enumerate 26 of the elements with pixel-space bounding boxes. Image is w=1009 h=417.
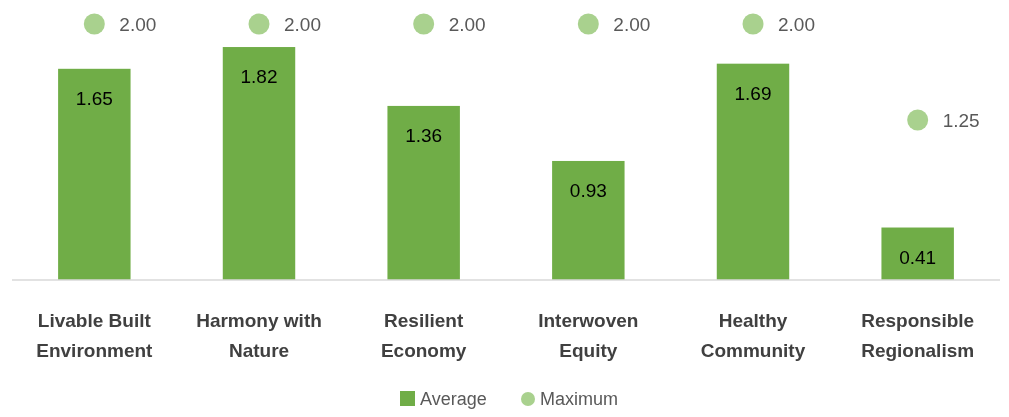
data-label: 0.93 [569, 179, 607, 201]
data-label: 1.69 [734, 82, 772, 104]
legend-label: Average [420, 389, 487, 409]
x-tick-label: Harmony with Nature [196, 310, 322, 361]
bar [552, 160, 625, 280]
x-tick-label: Interwoven Equity [538, 310, 639, 361]
bar [58, 68, 131, 280]
bar [881, 227, 954, 280]
data-label: 2.00 [613, 14, 651, 35]
data-label: 1.36 [405, 124, 443, 146]
data-label: 2.00 [778, 14, 815, 35]
data-label: 1.65 [75, 87, 113, 109]
data-label: 1.82 [240, 66, 278, 88]
x-tick-label: Resilient Economy [380, 310, 467, 361]
x-tick-label: Responsible Regionalism [861, 310, 975, 361]
data-label: 0.41 [899, 246, 937, 268]
bar [222, 47, 296, 280]
x-tick-label: Healthy Community [700, 310, 806, 361]
data-label: 1.25 [942, 110, 980, 131]
x-tick-label: Livable Built Environment [36, 310, 154, 361]
data-label: 2.00 [448, 14, 486, 35]
bar [716, 63, 790, 280]
data-label: 2.00 [119, 14, 157, 35]
bar [387, 105, 460, 280]
legend-label: Maximum [540, 389, 619, 409]
data-label: 2.00 [284, 14, 321, 35]
